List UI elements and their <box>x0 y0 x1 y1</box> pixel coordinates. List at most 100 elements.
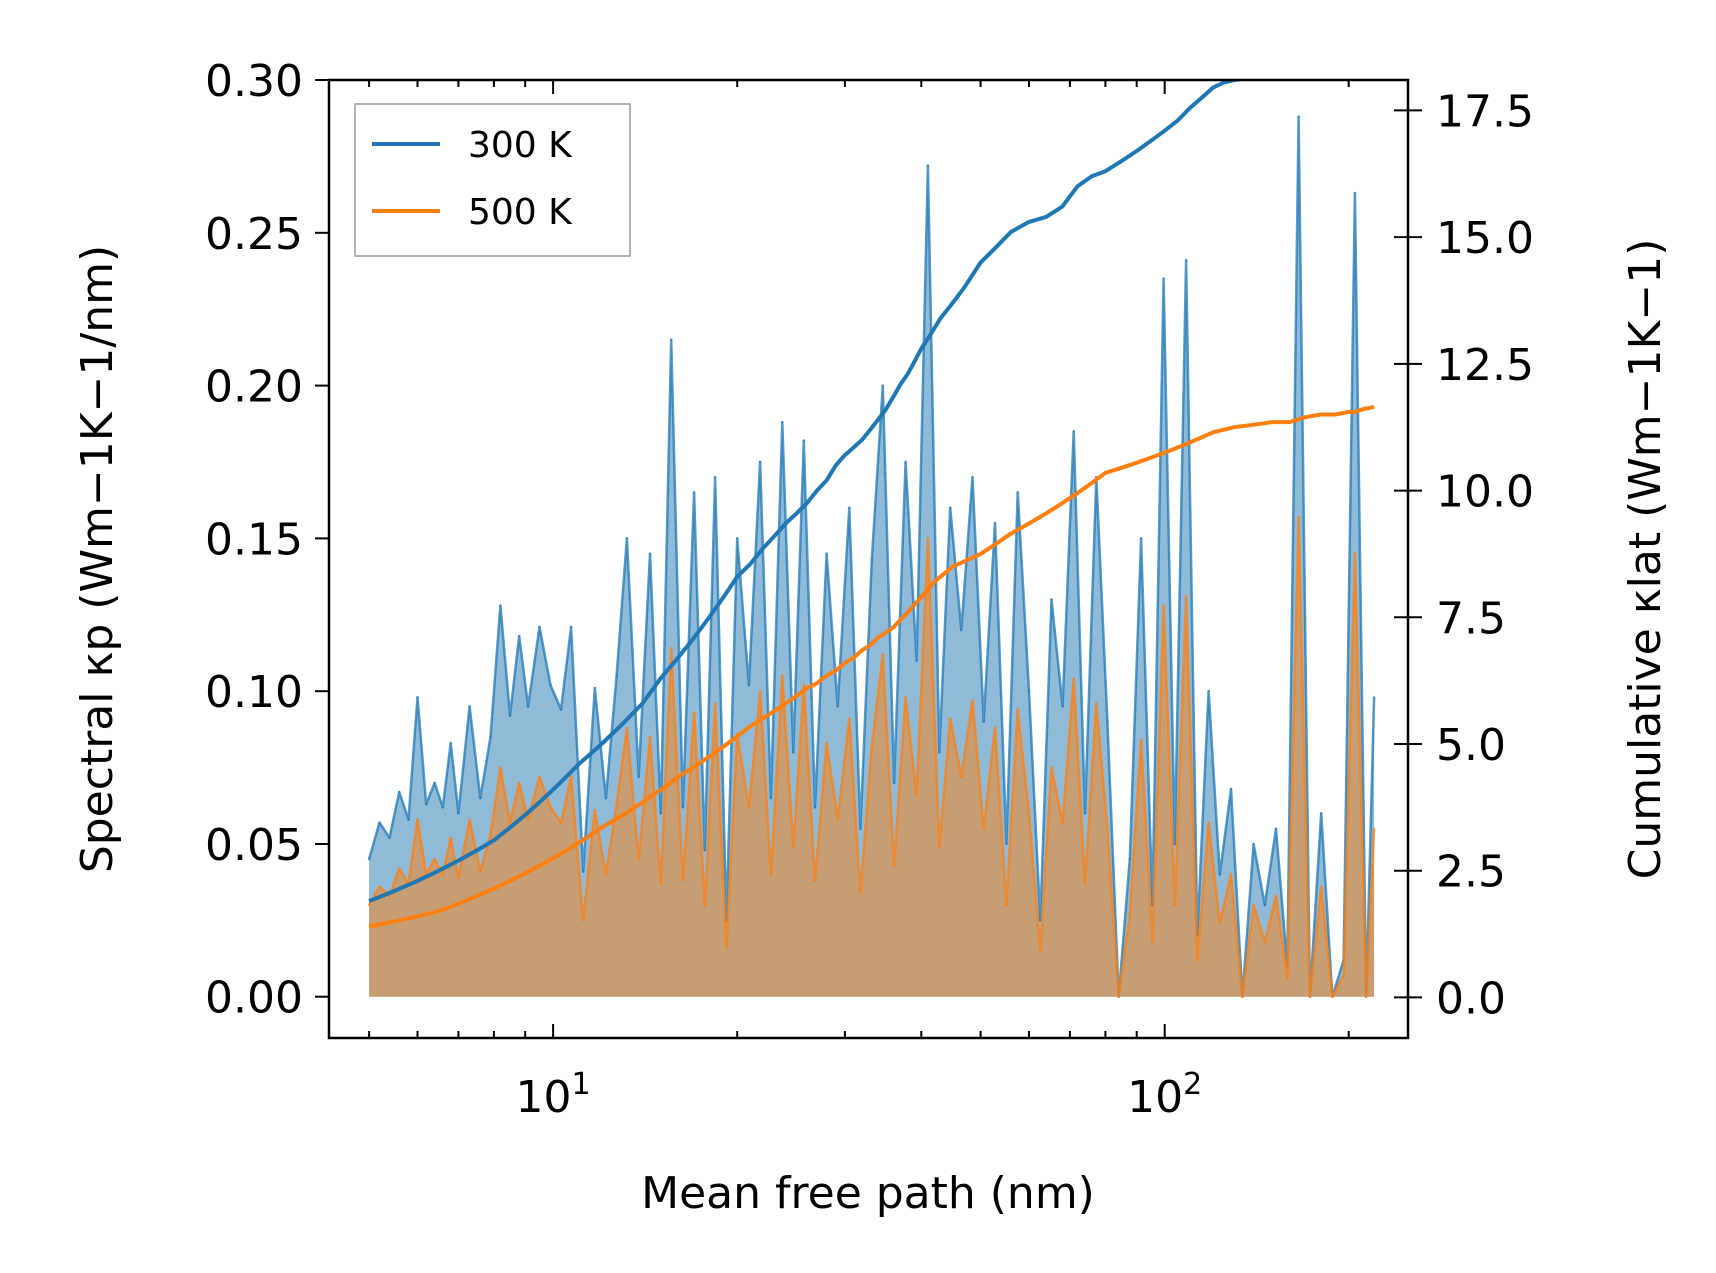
spectral-point-300-k <box>398 790 401 794</box>
y-axis-left: 0.00 0.05 0.10 0.15 0.20 0.25 0.30 <box>205 56 329 1024</box>
spectral-point-300-k <box>736 537 739 540</box>
spectral-point-500-k <box>378 885 381 888</box>
spectral-point-300-k <box>747 683 751 687</box>
spectral-point-300-k <box>881 384 884 387</box>
spectral-point-300-k <box>508 714 512 717</box>
spectral-point-300-k <box>468 705 471 708</box>
spectral-point-500-k <box>1061 821 1064 824</box>
spectral-point-300-k <box>367 858 371 861</box>
spectral-point-500-k <box>1229 873 1233 876</box>
spectral-point-500-k <box>758 690 762 693</box>
spectral-point-500-k <box>367 903 371 907</box>
spectral-point-300-k <box>938 751 941 754</box>
spectral-point-300-k <box>993 521 997 525</box>
spectral-point-300-k <box>692 491 696 494</box>
spectral-point-500-k <box>938 845 941 849</box>
spectral-point-300-k <box>416 696 419 699</box>
spectral-point-300-k <box>1173 842 1177 846</box>
x-tick-label-base: 10 <box>1127 1072 1183 1123</box>
spectral-point-500-k <box>725 946 728 950</box>
spectral-point-500-k <box>1117 995 1120 998</box>
spectral-point-500-k <box>1072 677 1075 681</box>
spectral-point-500-k <box>1106 827 1109 830</box>
spectral-point-300-k <box>625 537 629 540</box>
spectral-point-300-k <box>1005 842 1008 846</box>
spectral-point-500-k <box>1083 882 1087 885</box>
spectral-point-300-k <box>681 806 685 809</box>
spectral-point-300-k <box>388 836 391 839</box>
spectral-point-300-k <box>949 506 952 509</box>
spectral-point-300-k <box>1061 705 1064 708</box>
spectral-point-500-k <box>569 775 573 778</box>
spectral-point-300-k <box>892 781 896 784</box>
spectral-point-300-k <box>859 827 862 830</box>
spectral-point-500-k <box>971 699 974 702</box>
spectral-point-500-k <box>703 903 706 907</box>
spectral-point-500-k <box>489 833 492 836</box>
y-left-tick-label: 0.30 <box>205 56 303 107</box>
spectral-point-300-k <box>538 625 541 629</box>
spectral-point-500-k <box>637 858 640 861</box>
plot-frame <box>327 78 1410 1040</box>
spectral-point-300-k <box>569 625 573 629</box>
y-left-tick-label: 0.10 <box>205 667 303 718</box>
spectral-point-500-k <box>1196 958 1199 962</box>
spectral-point-300-k <box>915 659 918 662</box>
spectral-point-500-k <box>1263 940 1267 943</box>
spectral-point-500-k <box>681 879 685 882</box>
spectral-point-500-k <box>960 775 963 778</box>
spectral-point-300-k <box>971 476 974 479</box>
spectral-point-300-k <box>559 708 563 711</box>
spectral-point-500-k <box>518 781 521 784</box>
spectral-point-500-k <box>1320 885 1323 888</box>
spectral-point-300-k <box>781 421 784 424</box>
spectral-point-300-k <box>792 751 795 754</box>
spectral-point-500-k <box>1016 708 1019 711</box>
spectral-point-500-k <box>1128 913 1132 916</box>
spectral-point-500-k <box>1286 977 1289 980</box>
spectral-point-500-k <box>1207 821 1210 824</box>
y-right-tick-label: 0.0 <box>1436 973 1506 1024</box>
spectral-point-500-k <box>1241 995 1244 998</box>
spectral-point-500-k <box>1365 995 1368 998</box>
spectral-point-300-k <box>1320 812 1323 815</box>
spectral-point-300-k <box>648 552 652 555</box>
y-left-tick-label: 0.00 <box>205 973 303 1024</box>
spectral-point-300-k <box>1218 873 1222 876</box>
spectral-point-500-k <box>457 876 460 879</box>
spectral-point-500-k <box>625 726 629 729</box>
spectral-point-500-k <box>648 735 652 739</box>
x-axis: 101 102 <box>368 80 1350 1123</box>
spectral-point-300-k <box>1353 191 1357 195</box>
spectral-point-500-k <box>670 647 673 650</box>
y-axis-right: 0.0 2.5 5.0 7.5 10.0 12.5 15.0 17.5 <box>1394 86 1534 1024</box>
y-left-tick-label: 0.05 <box>205 820 303 871</box>
y-right-tick-label: 12.5 <box>1436 340 1534 391</box>
spectral-point-500-k <box>1372 827 1376 830</box>
spectral-point-500-k <box>659 882 662 885</box>
spectral-point-300-k <box>703 848 706 852</box>
spectral-point-300-k <box>1162 277 1165 280</box>
spectral-point-500-k <box>1005 903 1008 907</box>
spectral-point-500-k <box>1184 595 1188 598</box>
spectral-point-500-k <box>713 702 717 705</box>
spectral-point-300-k <box>582 870 585 873</box>
spectral-point-500-k <box>468 818 471 821</box>
spectral-point-300-k <box>489 735 492 739</box>
legend-frame <box>354 103 631 257</box>
spectral-point-300-k <box>518 635 521 638</box>
spectral-point-500-k <box>769 873 773 876</box>
spectral-point-500-k <box>559 821 563 824</box>
spectral-point-500-k <box>1162 604 1165 607</box>
spectral-point-300-k <box>637 775 640 778</box>
spectral-point-500-k <box>993 726 997 729</box>
spectral-point-300-k <box>960 628 963 632</box>
spectral-point-500-k <box>692 711 696 714</box>
spectral-point-500-k <box>892 864 896 867</box>
cumulative-line-500-k <box>368 404 1375 929</box>
x-tick-label: 101 <box>516 1067 591 1123</box>
spectral-point-500-k <box>1252 903 1255 907</box>
y-axis-right-label: Cumulative κlat (Wm−1K−1) <box>1620 239 1671 880</box>
cumulative-line-300-k <box>368 80 1251 903</box>
y-left-tick-label: 0.15 <box>205 514 303 565</box>
